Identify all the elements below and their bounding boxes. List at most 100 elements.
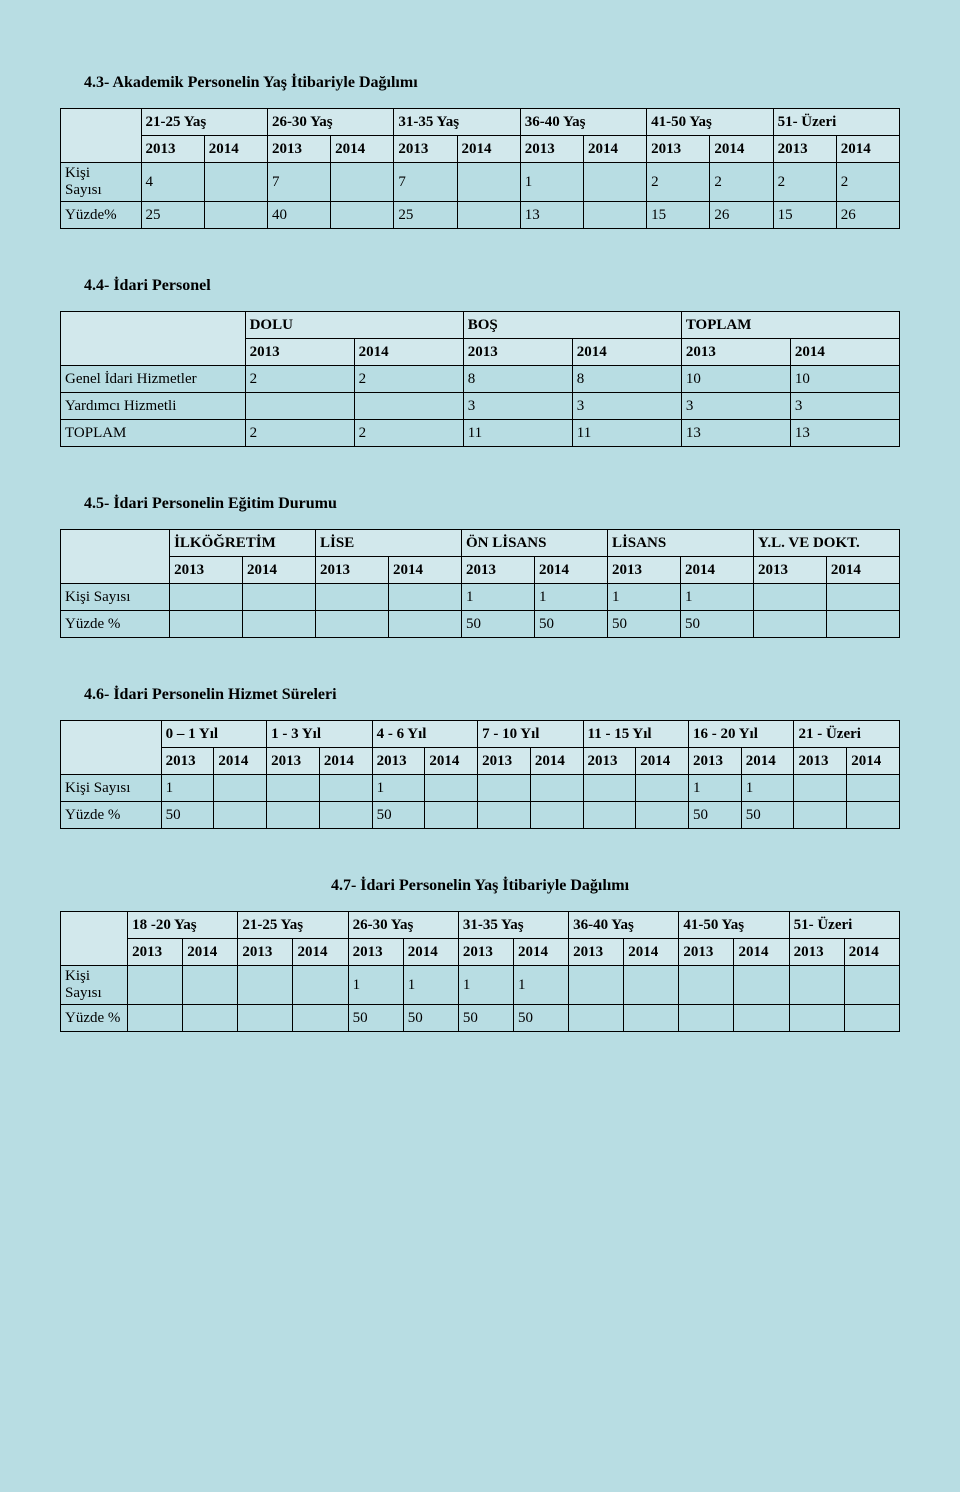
year-cell: 2014: [710, 136, 773, 163]
cell: [267, 775, 320, 802]
cell: 50: [372, 802, 425, 829]
cell: 8: [463, 366, 572, 393]
section-4-3: 4.3- Akademik Personelin Yaş İtibariyle …: [60, 74, 900, 229]
cell: 3: [572, 393, 681, 420]
cell: [170, 611, 243, 638]
page: 4.3- Akademik Personelin Yaş İtibariyle …: [0, 0, 960, 1136]
cell: [847, 802, 900, 829]
cell: 10: [790, 366, 899, 393]
row-label: Genel İdari Hizmetler: [61, 366, 246, 393]
cell: [331, 163, 394, 202]
year-cell: 2014: [513, 939, 568, 966]
cell: [847, 775, 900, 802]
cell: [530, 775, 583, 802]
cell: 1: [372, 775, 425, 802]
year-cell: 2014: [836, 136, 899, 163]
cell: 8: [572, 366, 681, 393]
table-4-4: DOLU BOŞ TOPLAM 20132014 20132014 201320…: [60, 311, 900, 447]
year-cell: 2013: [267, 748, 320, 775]
year-cell: 2014: [826, 557, 899, 584]
cell: 2: [773, 163, 836, 202]
cell: [214, 775, 267, 802]
cell: 50: [513, 1005, 568, 1032]
table-4-3: 21-25 Yaş 26-30 Yaş 31-35 Yaş 36-40 Yaş …: [60, 108, 900, 229]
cell: [389, 611, 462, 638]
row-label: TOPLAM: [61, 420, 246, 447]
table-row: 20132014 20132014 20132014 20132014 2013…: [61, 748, 900, 775]
section-4-7: 4.7- İdari Personelin Yaş İtibariyle Dağ…: [60, 877, 900, 1032]
cell: 3: [681, 393, 790, 420]
col-header: LİSE: [316, 530, 462, 557]
cell: 50: [403, 1005, 458, 1032]
year-cell: 2013: [316, 557, 389, 584]
year-cell: 2014: [583, 136, 646, 163]
cell: 1: [161, 775, 214, 802]
cell: 1: [680, 584, 753, 611]
cell: 1: [458, 966, 513, 1005]
section-4-6-title: 4.6- İdari Personelin Hizmet Süreleri: [84, 686, 900, 704]
cell: [243, 611, 316, 638]
cell: 50: [607, 611, 680, 638]
table-row: Kişi Sayısı 4 7 7 1 22 22: [61, 163, 900, 202]
cell: [679, 1005, 734, 1032]
year-cell: 2013: [348, 939, 403, 966]
cell: [238, 966, 293, 1005]
year-cell: 2013: [679, 939, 734, 966]
col-header: 31-35 Yaş: [394, 109, 520, 136]
cell: 1: [403, 966, 458, 1005]
year-cell: 2013: [689, 748, 742, 775]
cell: [293, 966, 348, 1005]
row-label: Yüzde %: [61, 611, 170, 638]
cell: [583, 202, 646, 229]
col-header: 26-30 Yaş: [348, 912, 458, 939]
year-cell: 2013: [647, 136, 710, 163]
year-cell: 2014: [847, 748, 900, 775]
table-4-5: İLKÖĞRETİM LİSE ÖN LİSANS LİSANS Y.L. VE…: [60, 529, 900, 638]
cell: 1: [689, 775, 742, 802]
table-row: Yüzde % 5050 5050: [61, 1005, 900, 1032]
table-row: 0 – 1 Yıl 1 - 3 Yıl 4 - 6 Yıl 7 - 10 Yıl…: [61, 721, 900, 748]
cell: [331, 202, 394, 229]
cell: 4: [141, 163, 204, 202]
table-row: Genel İdari Hizmetler 22 88 1010: [61, 366, 900, 393]
cell: 15: [773, 202, 836, 229]
col-header: 21-25 Yaş: [141, 109, 267, 136]
cell: 2: [354, 420, 463, 447]
year-cell: 2014: [243, 557, 316, 584]
table-row: Kişi Sayısı 1 1 11: [61, 775, 900, 802]
cell: [183, 966, 238, 1005]
cell: [583, 775, 636, 802]
section-4-7-title: 4.7- İdari Personelin Yaş İtibariyle Dağ…: [60, 877, 900, 895]
cell: 15: [647, 202, 710, 229]
year-cell: 2014: [636, 748, 689, 775]
col-header: DOLU: [245, 312, 463, 339]
cell: [794, 802, 847, 829]
col-header: 16 - 20 Yıl: [689, 721, 794, 748]
cell: [636, 775, 689, 802]
cell: [457, 163, 520, 202]
year-cell: 2014: [425, 748, 478, 775]
col-header: Y.L. VE DOKT.: [753, 530, 899, 557]
cell: [826, 584, 899, 611]
year-cell: 2014: [319, 748, 372, 775]
col-header: 36-40 Yaş: [569, 912, 679, 939]
cell: [457, 202, 520, 229]
col-header: 26-30 Yaş: [267, 109, 393, 136]
section-4-4-title: 4.4- İdari Personel: [84, 277, 900, 295]
cell: 26: [836, 202, 899, 229]
year-cell: 2013: [372, 748, 425, 775]
year-cell: 2014: [214, 748, 267, 775]
section-4-4: 4.4- İdari Personel DOLU BOŞ TOPLAM 2013…: [60, 277, 900, 447]
year-cell: 2013: [458, 939, 513, 966]
cell: [679, 966, 734, 1005]
cell: 11: [572, 420, 681, 447]
year-cell: 2014: [354, 339, 463, 366]
year-cell: 2014: [204, 136, 267, 163]
cell: 50: [348, 1005, 403, 1032]
year-cell: 2014: [534, 557, 607, 584]
cell: 1: [462, 584, 535, 611]
col-header: 41-50 Yaş: [647, 109, 773, 136]
cell: 2: [354, 366, 463, 393]
cell: [583, 163, 646, 202]
cell: [624, 1005, 679, 1032]
